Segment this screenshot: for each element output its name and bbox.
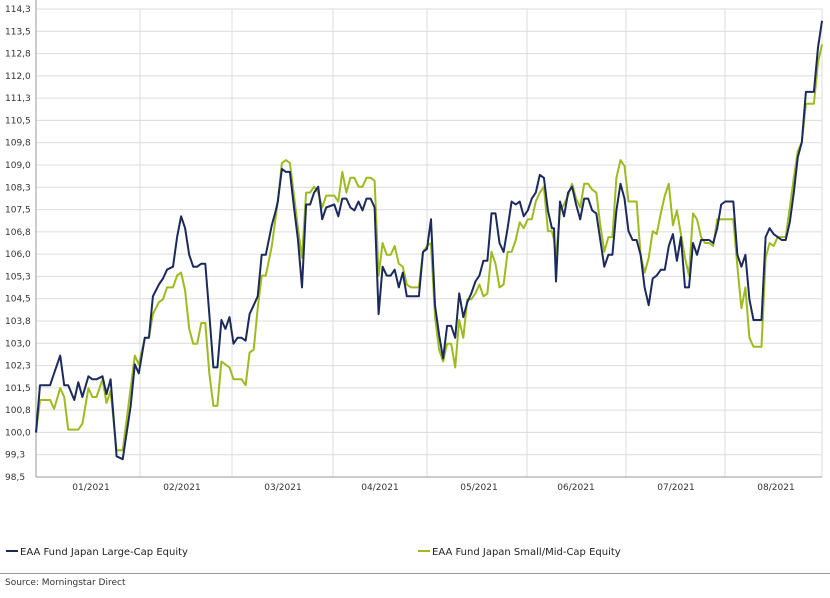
y-tick-label: 99,3 xyxy=(5,451,25,461)
y-tick-label: 105,3 xyxy=(5,272,31,282)
x-tick-label: 06/2021 xyxy=(557,483,594,493)
x-tick-label: 05/2021 xyxy=(460,483,497,493)
y-tick-label: 109,0 xyxy=(5,161,31,171)
x-tick-label: 01/2021 xyxy=(72,483,109,493)
footer-divider xyxy=(0,573,830,574)
y-tick-label: 100,0 xyxy=(5,428,31,438)
y-tick-label: 109,8 xyxy=(5,139,31,149)
chart-axes xyxy=(35,0,822,478)
y-tick-label: 103,0 xyxy=(5,339,31,349)
y-tick-label: 103,8 xyxy=(5,317,31,327)
y-tick-label: 111,3 xyxy=(5,94,31,104)
chart-legend: EAA Fund Japan Large-Cap Equity EAA Fund … xyxy=(6,547,621,558)
y-axis-ticks: 114,3 113,5 112,8 112,0 111,3 110,5 109,8 109,0… xyxy=(5,5,31,483)
y-tick-label: 102,3 xyxy=(5,362,31,372)
y-tick-label: 98,5 xyxy=(5,473,25,483)
y-tick-label: 101,5 xyxy=(5,384,31,394)
y-tick-label: 106,0 xyxy=(5,250,31,260)
x-tick-label: 08/2021 xyxy=(757,483,794,493)
x-tick-label: 04/2021 xyxy=(361,483,398,493)
y-tick-label: 106,8 xyxy=(5,228,31,238)
x-axis-ticks: 01/2021 02/2021 03/2021 04/2021 05/2021 06/20… xyxy=(72,483,794,493)
y-tick-label: 104,5 xyxy=(5,295,31,305)
y-tick-label: 107,5 xyxy=(5,206,31,216)
source-note: Source: Morningstar Direct xyxy=(5,578,126,588)
legend-label: EAA Fund Japan Small/Mid-Cap Equity xyxy=(432,547,621,558)
chart-series xyxy=(35,20,823,461)
x-tick-label: 07/2021 xyxy=(657,483,694,493)
y-tick-label: 114,3 xyxy=(5,5,31,15)
legend-label: EAA Fund Japan Large-Cap Equity xyxy=(20,547,188,558)
x-tick-label: 02/2021 xyxy=(163,483,200,493)
y-tick-label: 112,0 xyxy=(5,72,31,82)
y-tick-label: 110,5 xyxy=(5,116,31,126)
series-line-small-mid-cap xyxy=(35,44,823,452)
y-tick-label: 100,8 xyxy=(5,406,31,416)
x-tick-label: 03/2021 xyxy=(264,483,301,493)
series-line-large-cap xyxy=(35,20,823,461)
y-tick-label: 108,3 xyxy=(5,183,31,193)
y-tick-label: 113,5 xyxy=(5,27,31,37)
y-tick-label: 112,8 xyxy=(5,50,31,60)
